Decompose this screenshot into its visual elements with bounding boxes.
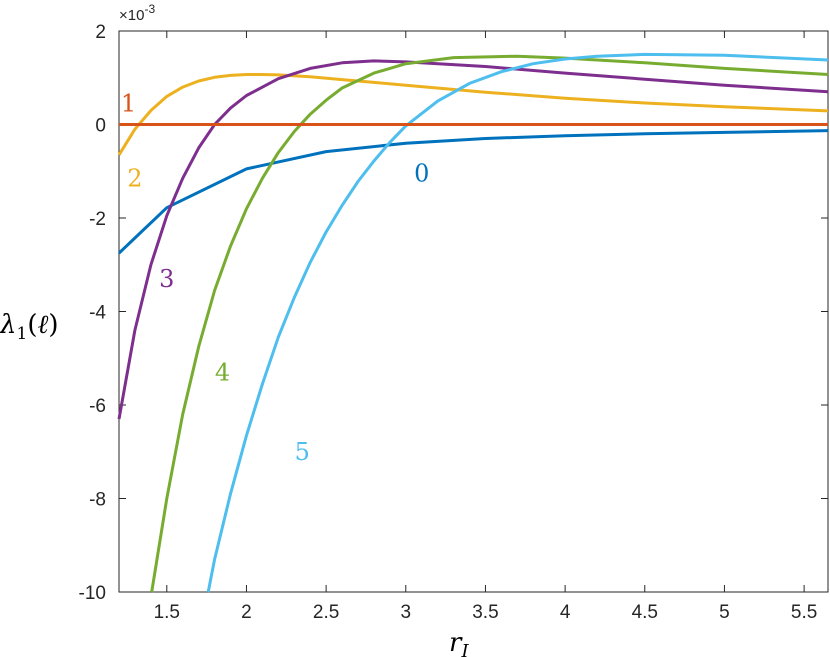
y-tick-label: 2	[95, 22, 106, 43]
series-4-line	[150, 54, 829, 593]
x-tick-label: 3	[400, 602, 411, 623]
y-exponent-label: ×10-3	[119, 2, 155, 24]
y-tick-label: -2	[89, 209, 106, 230]
x-tick-label: 5	[719, 602, 730, 623]
x-axis-label: rI	[449, 628, 469, 657]
series-lines	[117, 52, 829, 593]
y-exponent-base: ×10	[119, 7, 144, 24]
axis-ticks	[119, 30, 828, 593]
series-3-line	[117, 59, 829, 420]
curve-label-3: 3	[159, 265, 174, 293]
x-tick-label: 3.5	[472, 602, 498, 623]
y-tick-label: -4	[89, 303, 106, 324]
series-5-line	[206, 52, 829, 593]
series-2-line	[117, 73, 829, 156]
y-axis-label: λ1(ℓ)	[0, 310, 58, 344]
x-tick-label: 2	[241, 602, 252, 623]
curve-label-4: 4	[215, 358, 230, 386]
curve-label-2: 2	[127, 164, 142, 192]
tick-labels: 1.5 2 2.5 3 3.5 4 4.5 5 5.5 -10 -8 -6 -4 -2 0 2	[79, 22, 818, 623]
x-tick-label: 1.5	[154, 602, 180, 623]
curve-label-5: 5	[295, 438, 310, 466]
x-tick-label: 4	[560, 602, 571, 623]
y-exponent-power: -3	[144, 2, 155, 16]
x-tick-label: 4.5	[632, 602, 658, 623]
curve-label-1: 1	[121, 89, 136, 117]
curve-label-0: 0	[414, 160, 429, 188]
y-tick-label: 0	[95, 116, 106, 137]
curve-labels: 0 1 2 3 4 5	[121, 89, 429, 465]
y-tick-label: -10	[79, 583, 106, 604]
x-tick-label: 5.5	[791, 602, 817, 623]
series-0-line	[117, 129, 829, 255]
y-tick-label: -8	[89, 490, 106, 511]
y-tick-label: -6	[89, 396, 106, 417]
x-tick-label: 2.5	[313, 602, 339, 623]
